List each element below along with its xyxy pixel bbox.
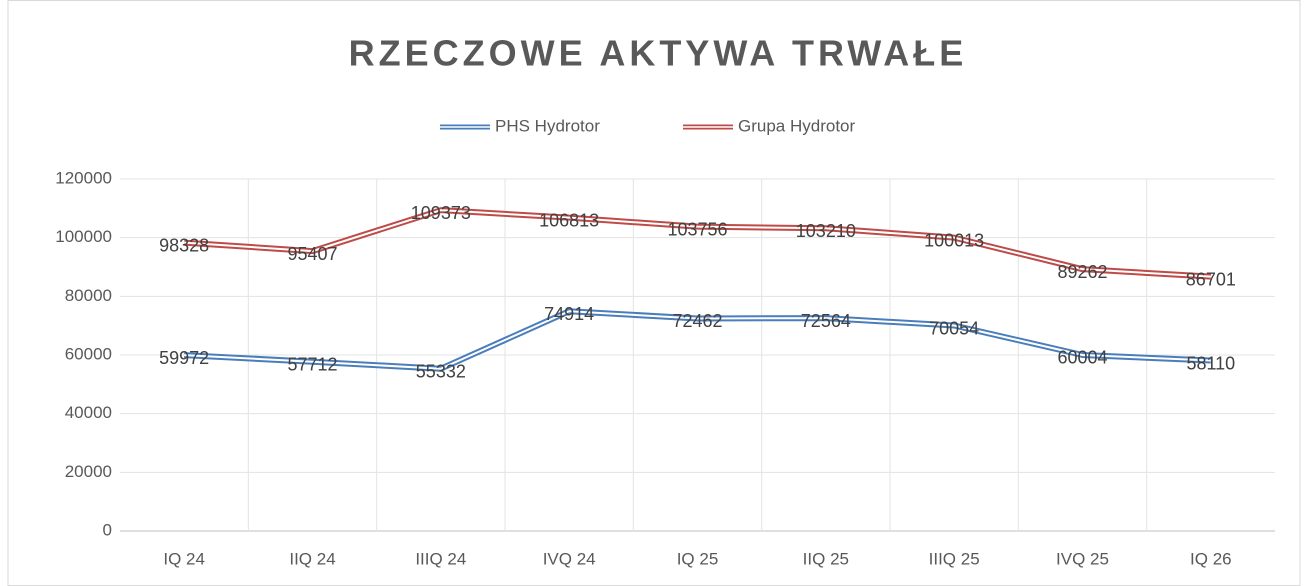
- legend-label: Grupa Hydrotor: [738, 116, 855, 135]
- data-label: 59972: [159, 348, 209, 368]
- legend-label: PHS Hydrotor: [495, 116, 600, 135]
- data-label: 86701: [1186, 269, 1236, 289]
- x-tick-label: IQ 26: [1190, 549, 1232, 568]
- y-tick-label: 80000: [65, 286, 112, 305]
- data-label: 109373: [411, 203, 471, 223]
- data-label: 57712: [287, 354, 337, 374]
- data-label: 95407: [287, 244, 337, 264]
- data-label: 100013: [924, 230, 984, 250]
- y-tick-label: 20000: [65, 462, 112, 481]
- x-tick-label: IIQ 25: [803, 549, 849, 568]
- data-label: 72462: [672, 311, 722, 331]
- data-label: 58110: [1186, 353, 1235, 373]
- series-line-inner: [184, 209, 1211, 278]
- y-tick-label: 60000: [65, 344, 112, 363]
- x-tick-label: IVQ 25: [1056, 549, 1109, 568]
- data-label: 74914: [544, 304, 594, 324]
- data-label: 60004: [1057, 348, 1107, 368]
- data-label: 72564: [801, 311, 851, 331]
- x-tick-label: IVQ 24: [543, 549, 596, 568]
- data-label: 98328: [159, 235, 209, 255]
- data-label: 89262: [1057, 262, 1107, 282]
- y-tick-label: 40000: [65, 403, 112, 422]
- y-tick-label: 120000: [55, 168, 112, 187]
- chart-frame: [7, 0, 1301, 586]
- data-label: 103210: [796, 221, 856, 241]
- data-label: 106813: [539, 210, 599, 230]
- y-tick-label: 0: [103, 520, 112, 539]
- x-tick-label: IIIQ 24: [415, 549, 466, 568]
- data-label: 103756: [667, 219, 727, 239]
- x-tick-label: IQ 24: [163, 549, 205, 568]
- data-label: 70054: [929, 318, 979, 338]
- x-tick-label: IIIQ 25: [929, 549, 980, 568]
- y-tick-label: 100000: [55, 227, 112, 246]
- data-label: 55332: [416, 361, 466, 381]
- x-tick-label: IQ 25: [677, 549, 719, 568]
- x-tick-label: IIQ 24: [289, 549, 335, 568]
- chart-title: RZECZOWE AKTYWA TRWAŁE: [349, 33, 968, 74]
- series-line-inner: [184, 310, 1211, 370]
